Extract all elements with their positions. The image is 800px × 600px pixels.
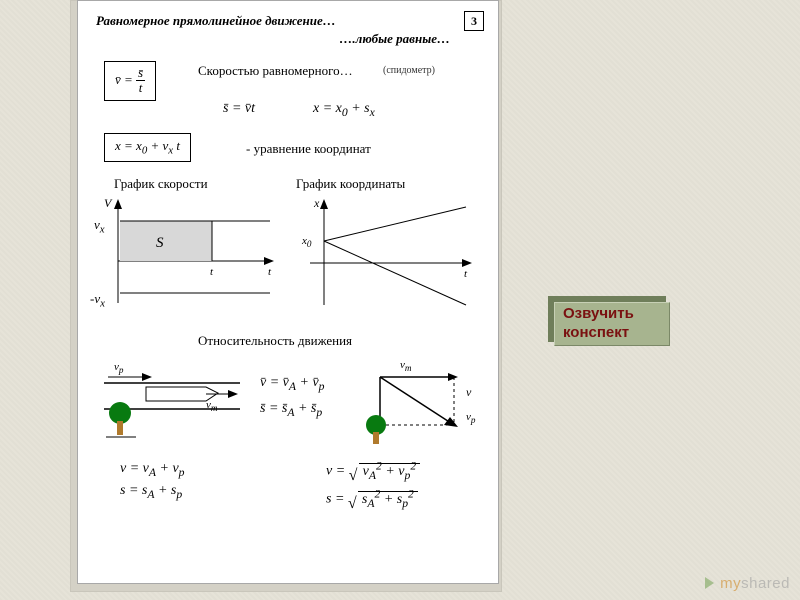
formula-scalar-v: v = vA + vp [120, 461, 185, 479]
narrate-button-wrap: Озвучить конспект [554, 302, 672, 346]
formula-x1: x = x0 + sx [313, 101, 375, 119]
diagram-vector-triangle [360, 355, 500, 445]
label-vm-1: vm [206, 399, 218, 413]
chart-velocity: V t t S [98, 193, 278, 313]
page-number: 3 [464, 11, 484, 31]
watermark: myshared [705, 572, 790, 594]
formula-s: s̄ = v̄t [223, 101, 255, 117]
watermark-b: shared [741, 575, 790, 592]
chart-v-label-minus: -vx [90, 291, 105, 310]
narrate-button[interactable]: Озвучить конспект [554, 302, 670, 346]
svg-text:t: t [268, 266, 272, 278]
svg-text:t: t [464, 268, 468, 280]
svg-text:t: t [210, 266, 214, 278]
label-vm-2: vm [400, 359, 412, 373]
formula-pyth-s: s = √ sA2 + sp2 [326, 487, 418, 509]
watermark-a: my [720, 575, 741, 592]
svg-text:x: x [313, 196, 320, 210]
coord-note: - уравнение координат [246, 141, 371, 157]
document-page: Равномерное прямолинейное движение… ….лю… [77, 0, 499, 584]
title-line-1: Равномерное прямолинейное движение… [96, 13, 336, 29]
formula-v-lhs: v̄ = [115, 72, 133, 87]
narrate-line-1: Озвучить [563, 305, 634, 324]
chart-v-title: График скорости [114, 176, 208, 192]
label-v-diag: v [466, 385, 471, 400]
definition-hint: (спидометр) [383, 65, 435, 76]
relativity-title: Относительность движения [198, 333, 352, 349]
formula-vec-v: v̄ = v̄A + v̄p [260, 375, 325, 393]
title-line-2: ….любые равные… [339, 31, 450, 47]
formula-vec-s: s̄ = s̄A + s̄p [260, 401, 322, 419]
play-icon [705, 577, 714, 589]
definition-text: Скоростью равномерного… [198, 63, 353, 79]
svg-text:S: S [156, 235, 164, 251]
chart-v-label-plus: vx [94, 217, 105, 236]
formula-pyth-v: v = √ vA2 + vp2 [326, 459, 420, 481]
formula-v-den: t [136, 81, 145, 95]
formula-v-num: s̄ [136, 66, 145, 81]
svg-text:V: V [104, 196, 113, 210]
narrate-line-2: конспект [563, 324, 634, 343]
chart-x-title: График координаты [296, 176, 405, 192]
label-vp-2: vp [466, 411, 475, 425]
formula-v-box: v̄ = s̄ t [104, 61, 156, 101]
chart-x-label-x0: x0 [302, 235, 311, 249]
formula-scalar-s: s = sA + sp [120, 483, 182, 501]
formula-coord-box: x = x0 + vx t [104, 133, 191, 162]
chart-coordinate: x t [296, 193, 476, 313]
label-vp-1: vp [114, 361, 123, 375]
